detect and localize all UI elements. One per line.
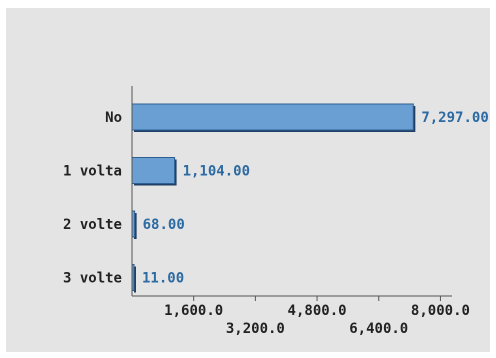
value-label-no: 7,297.00 — [421, 110, 488, 126]
axis-layer: 1,600.03,200.04,800.06,400.08,000.0 — [131, 86, 470, 337]
category-label-1-volta: 1 volta — [63, 164, 122, 180]
value-label-1-volta: 1,104.00 — [183, 164, 250, 180]
labels-layer: No 7,297.00 1 volta 1,104.00 2 volte 68.00 3 v… — [63, 110, 489, 287]
bar-shadow-3-volte — [134, 266, 136, 293]
category-label-2-volte: 2 volte — [63, 217, 122, 233]
x-tick-label-1: 3,200.0 — [226, 321, 285, 337]
bar-shadow-2-volte — [134, 213, 137, 239]
category-label-3-volte: 3 volte — [63, 271, 122, 287]
category-label-no: No — [105, 110, 122, 126]
value-label-3-volte: 11.00 — [142, 271, 184, 287]
x-tick-label-4: 8,000.0 — [411, 303, 470, 319]
x-tick-label-3: 6,400.0 — [349, 321, 408, 337]
value-label-2-volte: 68.00 — [143, 217, 185, 233]
bar-no — [131, 103, 414, 131]
bars-layer — [131, 103, 416, 293]
chart-panel — [6, 8, 490, 352]
bar-1-volta — [131, 157, 176, 184]
x-tick-label-2: 4,800.0 — [288, 303, 347, 319]
x-tick-label-0: 1,600.0 — [164, 303, 223, 319]
